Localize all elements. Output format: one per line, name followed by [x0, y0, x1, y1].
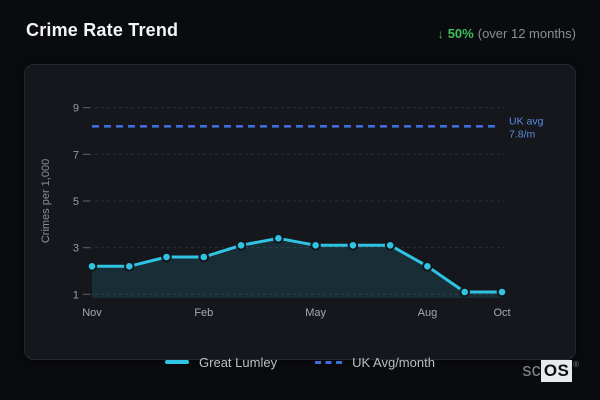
x-tick-label: Oct [493, 307, 510, 319]
trend-badge: ↓ 50% (over 12 months) [438, 26, 576, 41]
y-tick-label: 9 [73, 103, 79, 115]
registered-mark-icon: ® [573, 360, 579, 369]
data-point[interactable] [273, 233, 284, 244]
x-tick-label: Nov [82, 307, 102, 319]
legend-label: Great Lumley [199, 354, 278, 370]
legend-item-uk-avg[interactable]: UK Avg/month [315, 355, 435, 370]
data-point[interactable] [422, 261, 433, 272]
data-point[interactable] [235, 240, 247, 251]
data-point[interactable] [496, 286, 508, 298]
series-line[interactable] [90, 236, 504, 294]
x-tick-label: Aug [418, 307, 438, 319]
data-point[interactable] [347, 240, 359, 251]
data-point[interactable] [384, 240, 396, 251]
solid-line-swatch-icon [165, 360, 190, 364]
logo-name: OS [540, 360, 573, 382]
trend-down-icon: ↓ [437, 27, 444, 41]
x-tick-label: Feb [194, 307, 213, 319]
data-point[interactable] [161, 251, 172, 263]
data-point[interactable] [124, 261, 135, 272]
trend-caption: (over 12 months) [477, 26, 576, 41]
data-point[interactable] [310, 240, 321, 251]
y-axis-title: Crimes per 1,000 [40, 159, 52, 243]
y-tick-label: 7 [73, 149, 79, 161]
y-tick-label: 5 [73, 196, 79, 208]
logo-prefix: sc [522, 360, 541, 380]
data-point[interactable] [86, 261, 98, 272]
trend-value: 50% [447, 26, 474, 41]
chart-legend: Great Lumley UK Avg/month [0, 352, 600, 372]
scos-logo: sc OS ® [522, 360, 579, 382]
x-tick-label: May [305, 307, 326, 319]
uk-avg-annotation: UK avg [509, 115, 544, 127]
series-area [92, 238, 502, 298]
legend-label: UK Avg/month [352, 354, 435, 370]
y-tick-label: 1 [73, 289, 79, 301]
data-point[interactable] [459, 286, 471, 298]
uk-avg-annotation: 7.8/m [509, 128, 536, 140]
data-point[interactable] [198, 251, 210, 263]
y-tick-label: 3 [73, 243, 79, 255]
page-title: Crime Rate Trend [26, 20, 179, 40]
dashed-line-swatch-icon [315, 360, 343, 364]
chart-card: 9 7 5 3 1 Crimes per 1,000 UK avg 7.8/m Nov Feb Ma… [24, 64, 576, 360]
legend-item-great-lumley[interactable]: Great Lumley [165, 355, 277, 370]
